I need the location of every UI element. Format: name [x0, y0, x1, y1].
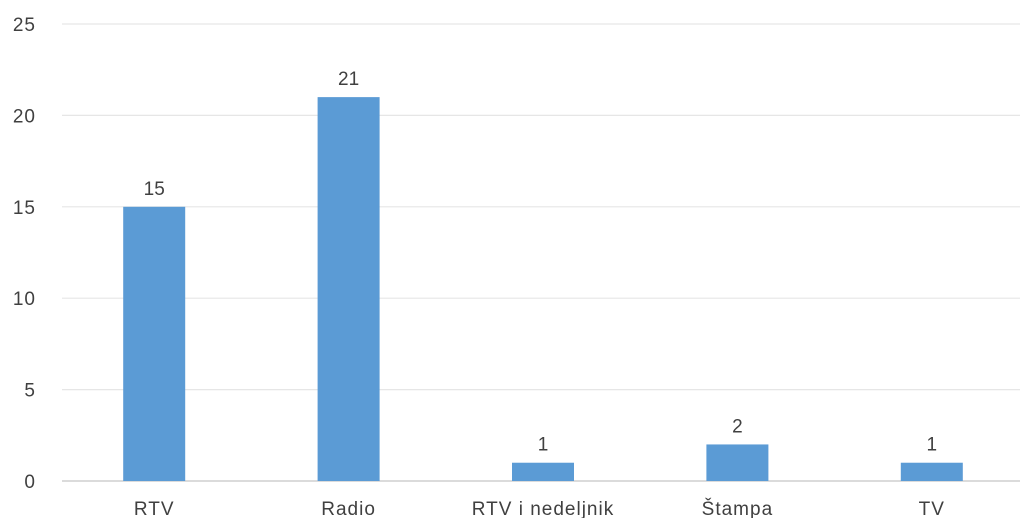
y-tick-label: 20: [13, 106, 36, 127]
bar-rtv: [123, 206, 186, 482]
y-tick-label: 10: [13, 289, 36, 310]
x-axis-category-labels: RTV Radio RTV i nedeljnik Štampa TV: [134, 498, 945, 520]
y-tick-label: 5: [24, 381, 36, 402]
bar--tampa: [706, 444, 769, 481]
data-label: 1: [538, 435, 549, 456]
y-tick-label: 15: [13, 198, 36, 219]
bar-rtv-i-nedeljnik: [512, 462, 574, 481]
y-tick-label: 25: [13, 15, 36, 36]
data-label: 1: [927, 435, 938, 456]
category-label: Štampa: [702, 498, 773, 518]
bars: [123, 97, 963, 482]
gridlines: [62, 23, 1020, 482]
y-axis-tick-labels: 0 5 10 15 20 25: [13, 15, 36, 493]
y-tick-label: 0: [24, 472, 36, 493]
category-label: RTV: [134, 499, 175, 518]
bar-radio: [317, 97, 380, 482]
category-label: TV: [919, 499, 945, 518]
data-label: 21: [338, 69, 359, 90]
data-label: 15: [144, 179, 165, 200]
category-label: RTV i nedeljnik: [472, 499, 614, 518]
bar-tv: [900, 462, 963, 481]
data-label: 2: [732, 416, 743, 437]
category-label: Radio: [321, 499, 376, 518]
